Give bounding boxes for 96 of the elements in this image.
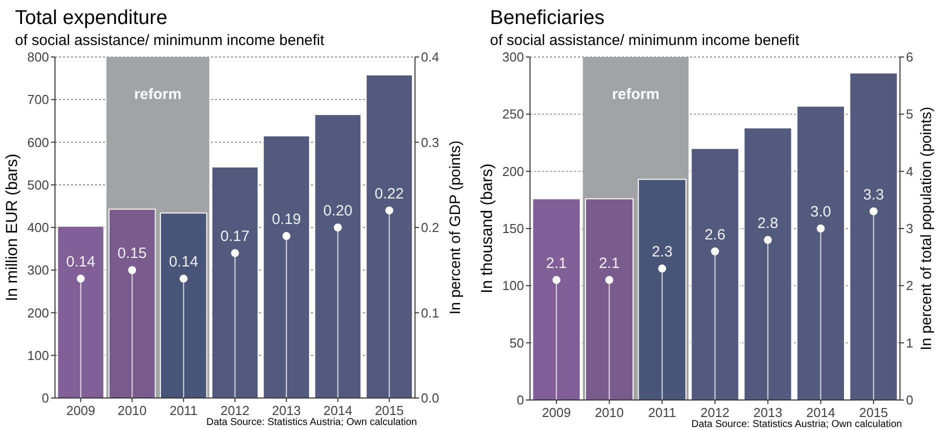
x-tick-label: 2011	[170, 403, 198, 418]
point	[128, 266, 136, 274]
bar	[262, 135, 310, 398]
x-tick-label: 2012	[700, 405, 730, 420]
bar	[108, 208, 156, 398]
y2-tick-label: 6	[906, 50, 914, 65]
bar	[211, 166, 259, 398]
y2-tick-label: 0	[906, 392, 914, 408]
point	[711, 247, 719, 256]
data-label: 0.14	[66, 254, 96, 271]
bar	[690, 148, 740, 400]
y2-tick-label: 5	[906, 106, 914, 122]
y-tick-label: 0	[42, 390, 49, 406]
point	[180, 274, 188, 283]
data-label: 0.15	[118, 245, 147, 262]
x-tick-label: 2015	[859, 405, 888, 420]
chart-subtitle: of social assistance/ minimunm income benefit	[490, 32, 800, 49]
x-tick-label: 2010	[118, 403, 147, 418]
x-tick-label: 2009	[542, 405, 571, 420]
y2-tick-label: 0.2	[421, 220, 440, 236]
y2-tick-label: 0.1	[421, 305, 440, 320]
y-tick-label: 250	[502, 106, 524, 122]
bar	[160, 212, 208, 398]
y-tick-label: 200	[27, 305, 49, 320]
point	[385, 206, 394, 214]
band-label: reform	[134, 86, 182, 103]
data-label: 2.1	[598, 254, 620, 272]
bar	[744, 127, 792, 400]
chart-title: Total expenditure	[15, 7, 168, 29]
y-tick-label: 50	[510, 335, 524, 350]
y-tick-label: 600	[27, 134, 49, 150]
bar	[366, 74, 413, 398]
bar	[849, 72, 898, 400]
y2-tick-label: 0.0	[421, 390, 440, 406]
y-tick-label: 200	[502, 164, 524, 179]
x-tick-label: 2014	[806, 405, 836, 420]
bar	[638, 178, 686, 400]
y2-tick-label: 2	[906, 278, 914, 294]
data-label: 0.22	[374, 185, 404, 202]
point	[282, 232, 290, 240]
y-tick-label: 100	[27, 348, 49, 363]
point	[76, 274, 85, 283]
x-tick-label: 2015	[374, 403, 404, 418]
bar	[57, 226, 104, 398]
y2-tick-label: 0.3	[421, 134, 440, 150]
y-tick-label: 800	[27, 50, 49, 65]
chart-title: Beneficiaries	[490, 7, 605, 29]
y-axis-title: In million EUR (bars)	[4, 154, 21, 302]
data-label: 2.6	[704, 226, 726, 244]
data-label: 0.19	[272, 211, 302, 228]
bar	[532, 198, 581, 400]
y-tick-label: 150	[502, 221, 524, 236]
point	[870, 207, 878, 216]
y-tick-label: 300	[502, 50, 524, 65]
point	[334, 224, 342, 232]
x-tick-label: 2014	[323, 403, 352, 418]
y2-tick-label: 4	[906, 164, 914, 179]
point	[552, 276, 560, 284]
y2-axis-title: In percent of GDP (points)	[447, 140, 464, 314]
point	[658, 264, 666, 273]
x-tick-label: 2013	[753, 405, 782, 420]
band-label: reform	[612, 86, 660, 103]
y-tick-label: 300	[27, 262, 49, 278]
bar	[796, 106, 845, 400]
data-label: 3.0	[810, 204, 832, 220]
data-label: 0.14	[168, 254, 198, 271]
point	[764, 236, 772, 244]
y-tick-label: 0	[516, 392, 524, 408]
y-axis-title: In thousand (bars)	[479, 164, 496, 294]
bar	[314, 114, 362, 398]
x-tick-label: 2010	[594, 405, 624, 420]
y2-tick-label: 3	[906, 221, 914, 236]
y2-axis-title: In percent of total population (points)	[918, 106, 935, 350]
data-label: 0.20	[323, 202, 352, 220]
data-label: 2.8	[757, 214, 778, 232]
bar	[585, 198, 634, 400]
point	[816, 224, 825, 232]
data-label: 3.3	[863, 186, 884, 204]
data-label: 2.3	[652, 244, 673, 261]
x-tick-label: 2009	[66, 403, 96, 418]
y2-tick-label: 1	[906, 335, 914, 350]
x-tick-label: 2011	[648, 405, 676, 420]
point	[605, 276, 614, 284]
y-tick-label: 500	[27, 177, 49, 192]
x-tick-label: 2013	[272, 403, 301, 418]
y-tick-label: 400	[27, 220, 49, 236]
y-tick-label: 700	[27, 92, 49, 108]
y2-tick-label: 0.4	[421, 50, 440, 65]
y-tick-label: 100	[502, 278, 524, 294]
point	[231, 249, 239, 258]
x-tick-label: 2012	[220, 403, 250, 418]
source-note: Data Source: Statistics Austria; Own calculation	[691, 419, 902, 430]
data-label: 0.17	[220, 228, 250, 246]
chart-subtitle: of social assistance/ minimunm income benefit	[15, 32, 326, 49]
data-label: 2.1	[546, 254, 567, 272]
source-note: Data Source: Statistics Austria; Own calculation	[206, 417, 417, 428]
